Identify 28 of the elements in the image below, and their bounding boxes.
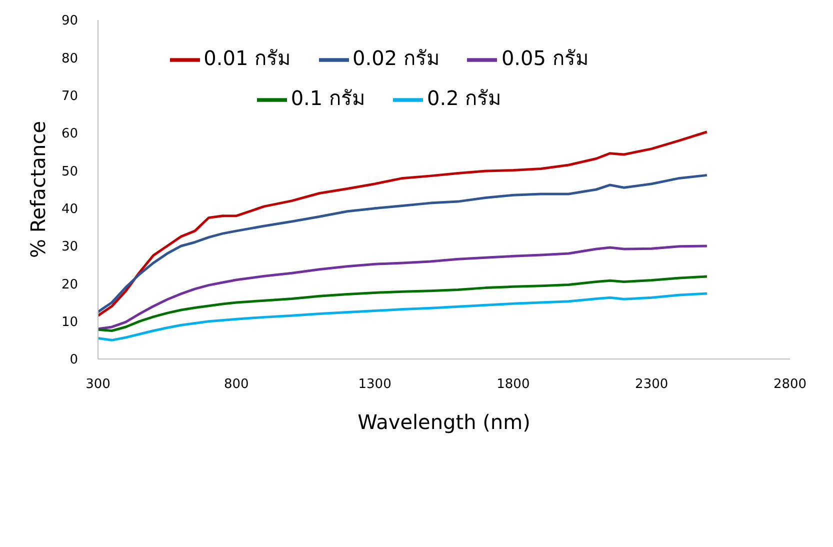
line-series: [98, 275, 708, 332]
y-tick-label: 60: [61, 126, 78, 142]
y-tick-label: 50: [61, 164, 78, 180]
x-tick-label: 1300: [358, 377, 392, 392]
y-axis-title: % Refactance: [26, 120, 50, 258]
legend-label: 0.1 กรัม: [290, 86, 365, 110]
line-series: [98, 292, 708, 342]
y-tick-label: 40: [61, 202, 78, 217]
x-tick-label: 2300: [635, 377, 668, 392]
legend-label: 0.01 กรัม: [204, 46, 291, 70]
line-series: [98, 130, 708, 317]
y-tick-label: 30: [61, 240, 78, 255]
legend-label: 0.05 กรัม: [501, 46, 588, 70]
y-tick-label: 90: [61, 14, 78, 29]
x-tick-label: 300: [86, 377, 110, 392]
y-tick-label: 0: [70, 352, 78, 368]
y-tick-label: 80: [61, 51, 78, 66]
y-tick-label: 20: [61, 277, 78, 292]
legend-label: 0.02 กรัม: [352, 46, 440, 70]
y-tick-label: 10: [61, 314, 78, 330]
line-series: [98, 174, 708, 314]
x-tick-label: 800: [224, 377, 249, 392]
legend-label: 0.2 กรัม: [427, 86, 502, 110]
x-tick-label: 1800: [496, 377, 530, 392]
x-tick-label: 2800: [773, 377, 807, 392]
y-tick-label: 70: [61, 88, 78, 104]
line-series: [98, 244, 708, 330]
x-axis-title: Wavelength (nm): [358, 410, 530, 434]
